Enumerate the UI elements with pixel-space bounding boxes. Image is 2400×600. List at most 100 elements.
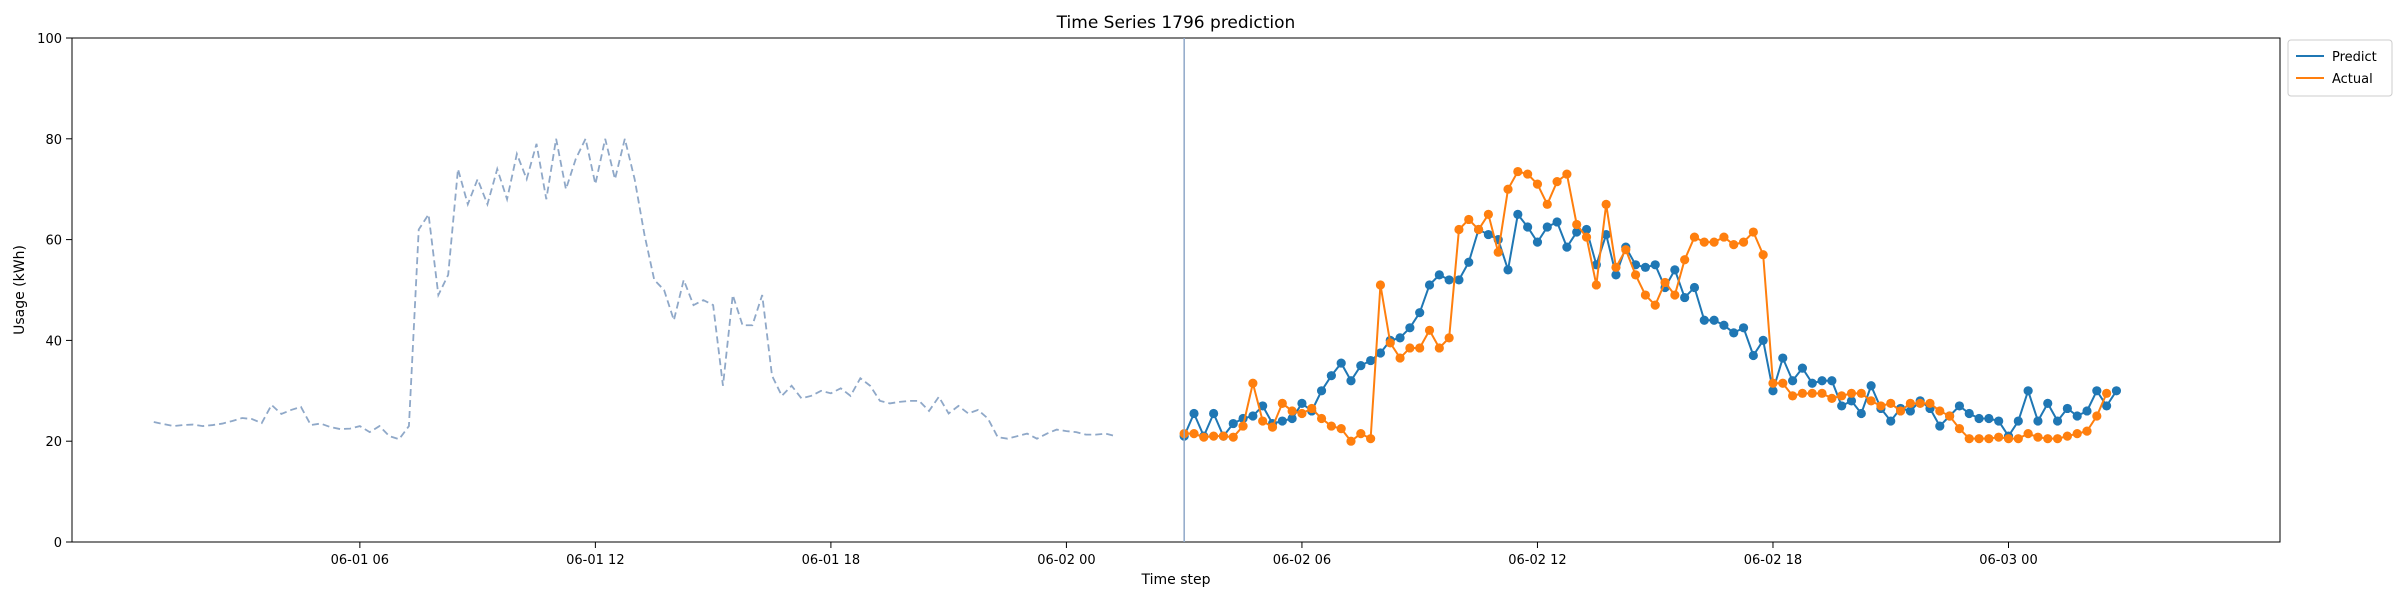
predict-point	[1562, 242, 1572, 252]
predict-point	[1444, 275, 1454, 285]
actual-point	[1267, 422, 1278, 432]
actual-point	[1797, 388, 1808, 398]
actual-point	[1945, 411, 1955, 421]
x-tick-label: 06-02 00	[1037, 553, 1095, 568]
x-axis-label: Time step	[1141, 572, 1211, 588]
predict-point	[1905, 406, 1915, 416]
actual-point	[1454, 224, 1464, 235]
actual-point	[1994, 432, 2004, 442]
actual-point	[2003, 434, 2014, 444]
actual-point	[1807, 388, 1817, 398]
x-tick-label: 06-03 00	[1979, 553, 2037, 568]
actual-point	[1581, 232, 1592, 242]
legend-label-predict: Predict	[2332, 50, 2377, 65]
x-tick-label: 06-01 12	[566, 553, 624, 568]
predict-point	[1424, 280, 1435, 290]
actual-point	[1611, 262, 1621, 272]
predict-point	[1886, 416, 1896, 426]
actual-point	[1523, 169, 1533, 179]
predict-point	[1846, 396, 1857, 406]
x-tick-label: 06-02 18	[1744, 553, 1802, 568]
actual-point	[1650, 300, 1660, 310]
predict-point	[1817, 376, 1827, 386]
actual-point	[1660, 277, 1670, 288]
predict-point	[2023, 386, 2033, 396]
actual-point	[1395, 353, 1405, 363]
predict-point	[1572, 227, 1582, 237]
predict-point	[1415, 308, 1425, 318]
predict-point	[1974, 413, 1984, 424]
actual-point	[1738, 237, 1749, 247]
actual-point	[1415, 343, 1425, 353]
predict-point	[1689, 282, 1700, 293]
y-tick-label: 20	[45, 435, 62, 450]
actual-point	[1699, 237, 1709, 247]
actual-point	[1984, 434, 1994, 444]
predict-point	[1797, 363, 1808, 373]
actual-point	[1729, 240, 1739, 250]
predict-point	[1366, 355, 1376, 366]
chart-title: Time Series 1796 prediction	[1056, 13, 1296, 33]
actual-point	[1434, 343, 1444, 353]
predict-point	[1316, 386, 1327, 396]
x-axis-ticks: 06-01 06 06-01 12 06-01 18 06-02 00 06-02 06…	[331, 542, 2038, 568]
predict-point	[1326, 371, 1336, 381]
actual-point	[2043, 434, 2053, 444]
actual-point	[1356, 429, 1366, 439]
actual-point	[1719, 232, 1729, 242]
predict-point	[1719, 320, 1729, 330]
y-tick-label: 80	[45, 133, 62, 148]
predict-point	[1738, 323, 1749, 333]
y-tick-label: 60	[45, 234, 62, 249]
actual-point	[1562, 169, 1572, 179]
actual-point	[1915, 398, 1925, 408]
actual-point	[2052, 434, 2063, 444]
y-tick-label: 0	[54, 536, 62, 551]
actual-point	[1817, 388, 1827, 398]
predict-point	[1650, 260, 1660, 270]
series-layer	[153, 38, 2122, 542]
predict-point	[1287, 413, 1297, 424]
predict-point	[1513, 209, 1523, 219]
predict-point	[1542, 222, 1552, 232]
predict-point	[1994, 416, 2004, 426]
predict-point	[2102, 401, 2112, 411]
actual-point	[1532, 179, 1543, 189]
predict-point	[2013, 416, 2023, 426]
actual-point	[1513, 166, 1523, 177]
predict-point	[1552, 217, 1562, 227]
predict-point	[1434, 270, 1444, 280]
actual-point	[1228, 432, 1238, 442]
predict-point	[1248, 411, 1258, 421]
actual-point	[1375, 280, 1386, 290]
actual-point	[1591, 280, 1601, 290]
actual-point	[1964, 434, 1974, 444]
y-axis-label: Usage (kWh)	[12, 245, 28, 335]
predict-point	[1346, 376, 1356, 386]
predict-point	[1964, 408, 1974, 419]
predict-point	[1866, 381, 1876, 391]
actual-point	[1886, 398, 1896, 408]
actual-point	[2013, 434, 2023, 444]
actual-point	[1258, 416, 1268, 426]
actual-point	[1336, 424, 1346, 434]
actual-point	[1209, 431, 1219, 441]
actual-point	[1248, 378, 1258, 388]
actual-point	[1444, 333, 1454, 343]
legend-label-actual: Actual	[2332, 72, 2373, 87]
predict-point	[1356, 361, 1366, 371]
actual-point	[1307, 403, 1317, 414]
actual-point	[2102, 388, 2112, 398]
predict-point	[1768, 386, 1778, 396]
predict-point	[1503, 265, 1513, 275]
predict-point	[1680, 292, 1690, 303]
predict-point	[1336, 358, 1346, 368]
actual-point	[1905, 398, 1915, 408]
plot-area	[71, 37, 2281, 543]
actual-point	[1218, 431, 1229, 441]
predict-point	[1670, 265, 1680, 275]
y-axis-ticks: 0 20 40 60 80 100	[37, 32, 72, 551]
predict-point	[1454, 275, 1464, 285]
predict-point	[1984, 413, 1994, 424]
